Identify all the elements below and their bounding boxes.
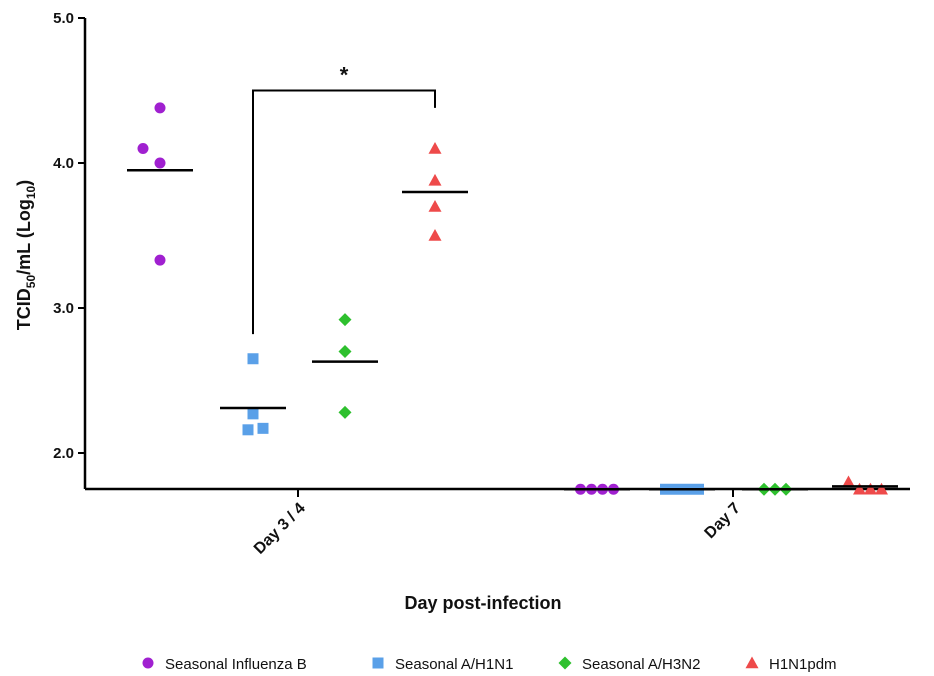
data-point-seasonal-influenza-b bbox=[137, 143, 149, 154]
legend-marker bbox=[558, 656, 572, 670]
data-point-seasonal-a-h3n2 bbox=[338, 405, 352, 419]
legend-label: Seasonal A/H1N1 bbox=[395, 656, 513, 673]
data-point-seasonal-influenza-b bbox=[154, 254, 166, 266]
y-axis-label-text: ) bbox=[14, 180, 34, 186]
data-point-seasonal-a-h1n1 bbox=[247, 408, 259, 420]
data-point-seasonal-a-h3n2 bbox=[338, 345, 352, 358]
data-point-h1n1pdm bbox=[428, 173, 442, 186]
x-tick-label: Day 7 bbox=[702, 500, 744, 542]
x-axis-label: Day post-infection bbox=[404, 593, 561, 613]
data-point-h1n1pdm bbox=[428, 229, 442, 241]
y-axis-label: TCID50/mL (Log10) bbox=[14, 180, 38, 330]
legend-marker bbox=[372, 657, 384, 669]
significance-bracket bbox=[252, 89, 436, 335]
data-point-seasonal-influenza-b bbox=[154, 102, 166, 114]
data-point-seasonal-a-h1n1 bbox=[257, 422, 269, 434]
significance-star: * bbox=[340, 63, 349, 88]
data-point-seasonal-a-h3n2 bbox=[338, 313, 352, 327]
y-tick-label: 3.0 bbox=[53, 300, 74, 317]
y-tick-label: 2.0 bbox=[53, 445, 74, 462]
y-tick-label: 5.0 bbox=[53, 10, 74, 27]
legend: Seasonal Influenza B Seasonal A/H1N1 Seaso… bbox=[142, 656, 837, 673]
legend-label: Seasonal A/H3N2 bbox=[582, 656, 700, 673]
data-point-h1n1pdm bbox=[864, 482, 877, 495]
legend-label: H1N1pdm bbox=[769, 656, 837, 673]
x-tick-label: Day 3 / 4 bbox=[251, 500, 309, 558]
y-axis-label-subscript: 50 bbox=[24, 275, 38, 289]
legend-label: Seasonal Influenza B bbox=[165, 656, 307, 673]
y-tick-label: 4.0 bbox=[53, 155, 74, 172]
data-point-h1n1pdm bbox=[842, 475, 855, 488]
data-point-seasonal-a-h1n1 bbox=[242, 424, 254, 436]
annotations: * bbox=[252, 63, 436, 335]
data-point-h1n1pdm bbox=[428, 142, 442, 154]
legend-marker bbox=[745, 656, 759, 669]
plot-area bbox=[127, 102, 898, 496]
axes: 2.0 3.0 4.0 5.0 Day 3 / 4 Day 7 bbox=[53, 10, 910, 558]
data-point-h1n1pdm bbox=[428, 200, 442, 212]
y-axis-label-subscript: 10 bbox=[24, 185, 38, 199]
y-axis-label-text: /mL (Log bbox=[14, 199, 34, 275]
y-axis-label-text: TCID bbox=[14, 288, 34, 330]
data-point-h1n1pdm bbox=[853, 482, 866, 495]
data-point-seasonal-a-h1n1 bbox=[247, 353, 259, 365]
data-point-h1n1pdm bbox=[875, 482, 888, 495]
legend-marker bbox=[142, 657, 154, 669]
data-point-seasonal-influenza-b bbox=[154, 157, 166, 169]
